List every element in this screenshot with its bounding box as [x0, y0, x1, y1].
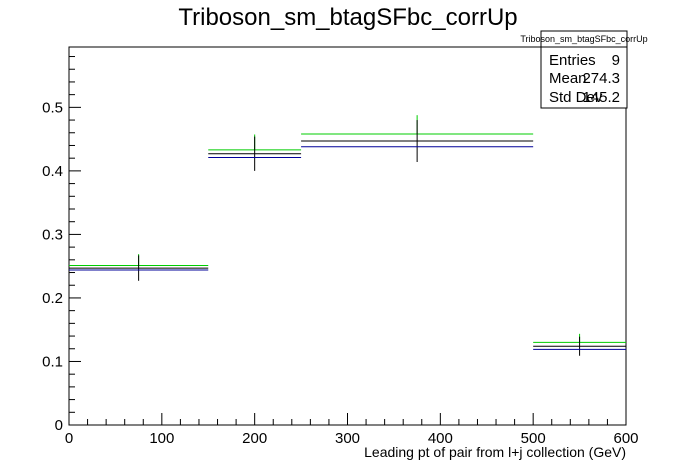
x-tick-label: 100	[149, 430, 174, 447]
x-tick-label: 600	[613, 430, 638, 447]
y-tick-label: 0.3	[42, 226, 63, 243]
stats-entries-value: 9	[612, 52, 620, 69]
series-0	[69, 115, 626, 343]
x-tick-label: 300	[335, 430, 360, 447]
y-tick-label: 0.1	[42, 353, 63, 370]
stats-box: Triboson_sm_btagSFbc_corrUp Entries 9 Me…	[520, 30, 648, 109]
stats-stddev-label: Std Dev	[549, 89, 603, 106]
series-1	[69, 120, 626, 356]
series-layer	[69, 115, 626, 356]
x-tick-label: 200	[242, 430, 267, 447]
stats-stddev-value: 145.2	[582, 89, 620, 106]
x-axis: 0 100 200 300 400 500 600	[65, 413, 639, 447]
y-axis: 0 0.1 0.2 0.3 0.4 0.5	[42, 56, 81, 434]
x-tick-label: 400	[428, 430, 453, 447]
stats-box-title: Triboson_sm_btagSFbc_corrUp	[520, 34, 647, 44]
stats-entries-label: Entries	[549, 52, 596, 69]
series-2	[69, 146, 626, 350]
stats-box-frame	[540, 30, 628, 109]
chart-title: Triboson_sm_btagSFbc_corrUp	[178, 4, 517, 31]
x-tick-label: 0	[65, 430, 73, 447]
stats-mean-label: Mean	[549, 70, 587, 87]
y-tick-label: 0.2	[42, 290, 63, 307]
y-tick-label: 0.4	[42, 163, 63, 180]
x-tick-label: 500	[521, 430, 546, 447]
y-tick-label: 0.5	[42, 99, 63, 116]
y-tick-label: 0	[55, 417, 63, 434]
x-axis-label: Leading pt of pair from l+j collection (…	[364, 444, 626, 460]
stats-mean-value: 274.3	[582, 70, 620, 87]
